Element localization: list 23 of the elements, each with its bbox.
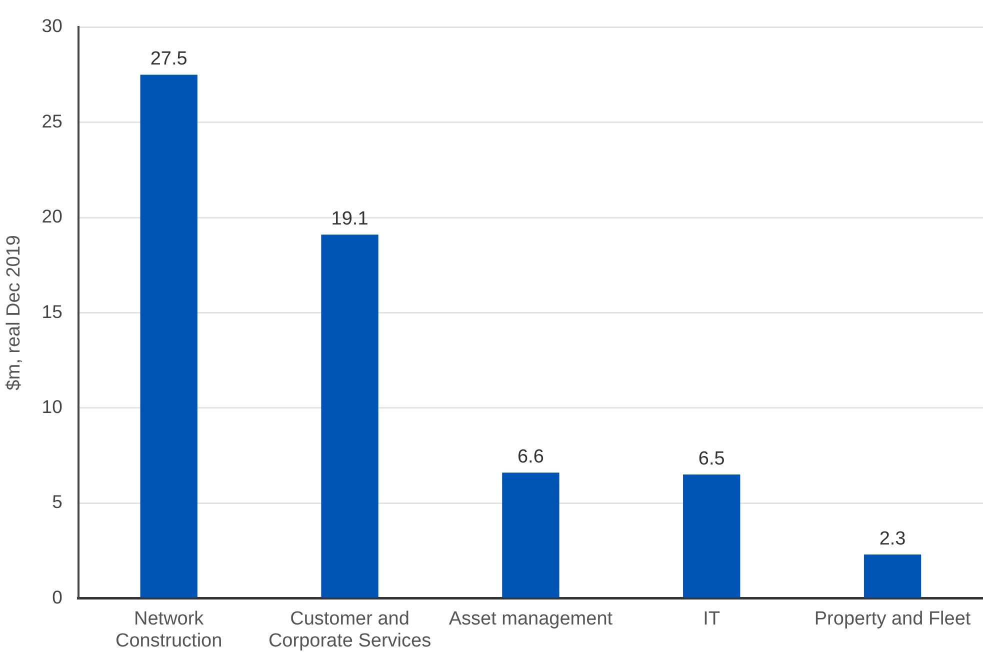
bar bbox=[864, 554, 922, 598]
bar bbox=[321, 234, 378, 598]
data-label: 6.6 bbox=[517, 446, 544, 468]
bar bbox=[140, 74, 198, 598]
y-tick-label: 20 bbox=[42, 206, 62, 227]
data-label: 27.5 bbox=[150, 48, 188, 70]
y-tick-label: 10 bbox=[42, 396, 62, 417]
x-tick-label: IT bbox=[703, 608, 720, 630]
x-tick-label: Customer and Corporate Services bbox=[268, 608, 432, 652]
y-tick-label: 25 bbox=[42, 110, 62, 132]
x-tick-label: Asset management bbox=[448, 608, 614, 630]
data-label: 2.3 bbox=[879, 528, 906, 550]
y-tick-label: 30 bbox=[42, 15, 62, 36]
y-tick-label: 0 bbox=[52, 586, 62, 608]
bar bbox=[502, 472, 560, 598]
y-tick-label: 15 bbox=[42, 300, 62, 322]
data-label: 6.5 bbox=[698, 448, 725, 470]
x-tick-label: Network Construction bbox=[116, 608, 222, 652]
data-label: 19.1 bbox=[331, 208, 368, 230]
bar bbox=[683, 474, 740, 598]
x-tick-label: Property and Fleet bbox=[814, 608, 972, 630]
y-tick-label: 5 bbox=[52, 491, 62, 512]
y-axis-title: $m, real Dec 2019 bbox=[4, 235, 25, 390]
